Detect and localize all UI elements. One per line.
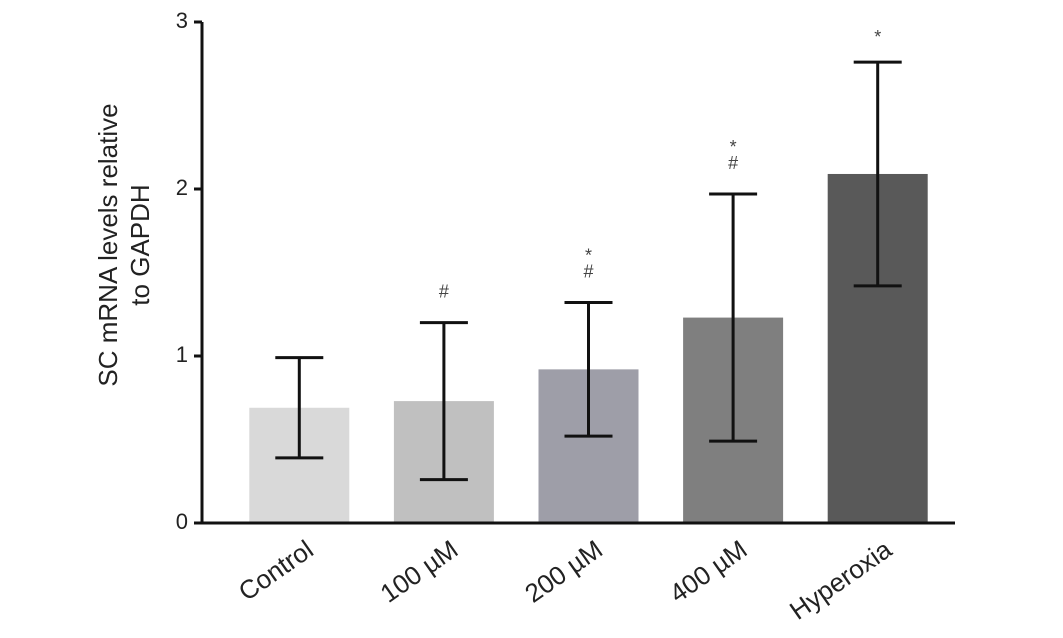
- x-tick-label: 400 µM: [664, 534, 753, 609]
- x-tick-label: 100 µM: [375, 534, 464, 609]
- significance-mark: *: [585, 245, 592, 265]
- y-axis-label: to GAPDH: [125, 184, 155, 305]
- significance-mark: *: [730, 137, 737, 157]
- y-tick-label: 3: [176, 8, 188, 33]
- error-bar: [275, 356, 324, 460]
- x-tick-label: Hyperoxia: [784, 534, 898, 626]
- y-tick-label: 1: [176, 342, 188, 367]
- error-bar: [564, 301, 613, 438]
- x-tick-label: Control: [233, 534, 319, 607]
- significance-mark: #: [439, 281, 449, 301]
- error-bar: [709, 192, 758, 443]
- significance-mark: #: [583, 261, 593, 281]
- significance-mark: #: [728, 153, 738, 173]
- error-bar: [419, 321, 468, 482]
- error-bar: [853, 60, 902, 288]
- significance-mark: *: [874, 27, 881, 47]
- x-tick-label: 200 µM: [519, 534, 608, 609]
- y-axis-label: SC mRNA levels relative: [93, 103, 123, 386]
- y-tick-label: 2: [176, 175, 188, 200]
- y-tick-label: 0: [176, 509, 188, 534]
